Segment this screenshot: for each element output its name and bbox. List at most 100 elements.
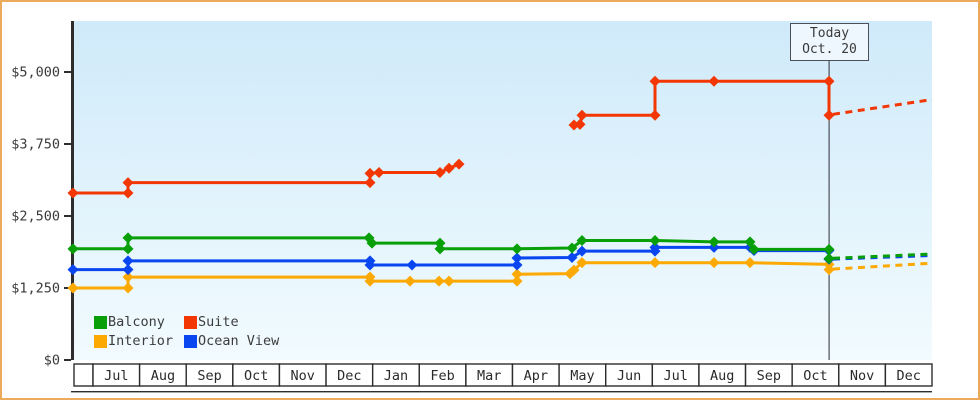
y-axis-tick-label: $0 (44, 353, 60, 369)
legend-label: Ocean View (198, 333, 280, 349)
data-point-ocean-view (511, 252, 523, 264)
plot-area (74, 21, 932, 360)
legend-item-interior: Interior (94, 332, 184, 351)
legend-item-ocean-view: Ocean View (184, 332, 279, 351)
data-point-interior (649, 257, 661, 269)
data-point-balcony (649, 234, 661, 246)
y-axis-tick-label: $1,250 (11, 281, 60, 297)
data-point-suite (576, 109, 588, 121)
data-point-suite (434, 167, 446, 179)
data-point-interior (568, 264, 580, 276)
data-point-interior (364, 275, 376, 287)
month-label: Sep (757, 368, 781, 384)
data-point-interior (433, 275, 445, 287)
month-label: Jun (617, 368, 641, 384)
legend-label: Balcony (108, 314, 165, 330)
data-point-balcony (511, 243, 523, 255)
series-line-balcony (73, 236, 831, 259)
data-point-suite (67, 187, 79, 199)
data-point-balcony (566, 242, 578, 254)
projection-line-balcony (832, 252, 933, 260)
data-point-interior (576, 257, 588, 269)
y-axis-tick-label: $5,000 (11, 65, 60, 81)
month-label: Nov (291, 368, 315, 384)
legend-swatch-icon (184, 316, 197, 329)
legend-label: Interior (108, 333, 174, 349)
data-point-interior (404, 275, 416, 287)
data-point-balcony (748, 243, 760, 255)
data-point-interior (443, 275, 455, 287)
data-point-interior (744, 257, 756, 269)
today-line (828, 60, 830, 360)
legend-swatch-icon (184, 335, 197, 348)
month-label: Jul (104, 368, 128, 384)
projection-line-interior (832, 261, 933, 271)
month-label: Jul (663, 368, 687, 384)
data-point-balcony (366, 237, 378, 249)
legend-swatch-icon (94, 335, 107, 348)
data-point-interior (823, 264, 835, 276)
month-label: Oct (244, 368, 268, 384)
y-axis-tick-label: $3,750 (11, 137, 60, 153)
data-point-ocean-view (649, 241, 661, 253)
data-point-suite (649, 75, 661, 87)
data-point-suite (823, 109, 835, 121)
data-point-ocean-view (67, 264, 79, 276)
month-label: Dec (896, 368, 920, 384)
data-point-interior (122, 271, 134, 283)
data-point-balcony (434, 243, 446, 255)
footer-rule (71, 391, 932, 393)
data-point-suite (364, 167, 376, 179)
legend-item-suite: Suite (184, 313, 279, 332)
y-axis-tick (64, 215, 71, 217)
today-label: Today (809, 26, 850, 41)
month-cell (884, 363, 933, 387)
data-point-ocean-view (566, 251, 578, 263)
data-point-ocean-view (406, 259, 418, 271)
today-marker-box: Today Oct. 20 (790, 23, 869, 61)
month-label: Nov (850, 368, 874, 384)
data-point-suite (453, 158, 465, 170)
y-axis-tick (64, 359, 71, 361)
data-point-interior (67, 282, 79, 294)
month-label: Aug (710, 368, 734, 384)
data-point-balcony (122, 243, 134, 255)
data-point-suite (122, 187, 134, 199)
data-point-interior (708, 257, 720, 269)
month-label: Feb (430, 368, 454, 384)
data-point-balcony (122, 232, 134, 244)
data-point-interior (122, 282, 134, 294)
data-point-balcony (67, 243, 79, 255)
data-point-ocean-view (122, 264, 134, 276)
y-axis-tick (64, 71, 71, 73)
data-point-ocean-view (576, 245, 588, 257)
data-point-suite (364, 177, 376, 189)
data-point-ocean-view (364, 259, 376, 271)
data-point-suite (649, 109, 661, 121)
data-point-suite (373, 167, 385, 179)
data-point-interior (511, 268, 523, 280)
data-point-suite (574, 118, 586, 130)
legend-swatch-icon (94, 316, 107, 329)
month-label: Aug (151, 368, 175, 384)
month-label: Mar (477, 368, 501, 384)
data-point-ocean-view (511, 259, 523, 271)
data-point-ocean-view (122, 255, 134, 267)
data-point-suite (823, 75, 835, 87)
month-label: Apr (524, 368, 548, 384)
data-point-balcony (576, 234, 588, 246)
data-point-suite (708, 75, 720, 87)
month-label: Sep (197, 368, 221, 384)
month-label: Jan (384, 368, 408, 384)
data-point-balcony (823, 243, 835, 255)
data-point-suite (443, 162, 455, 174)
data-point-balcony (744, 236, 756, 248)
data-point-balcony (823, 253, 835, 265)
y-axis-tick-label: $2,500 (11, 209, 60, 225)
data-point-balcony (434, 237, 446, 249)
month-cell-empty (73, 363, 94, 387)
month-label: Dec (337, 368, 361, 384)
data-point-interior (511, 275, 523, 287)
